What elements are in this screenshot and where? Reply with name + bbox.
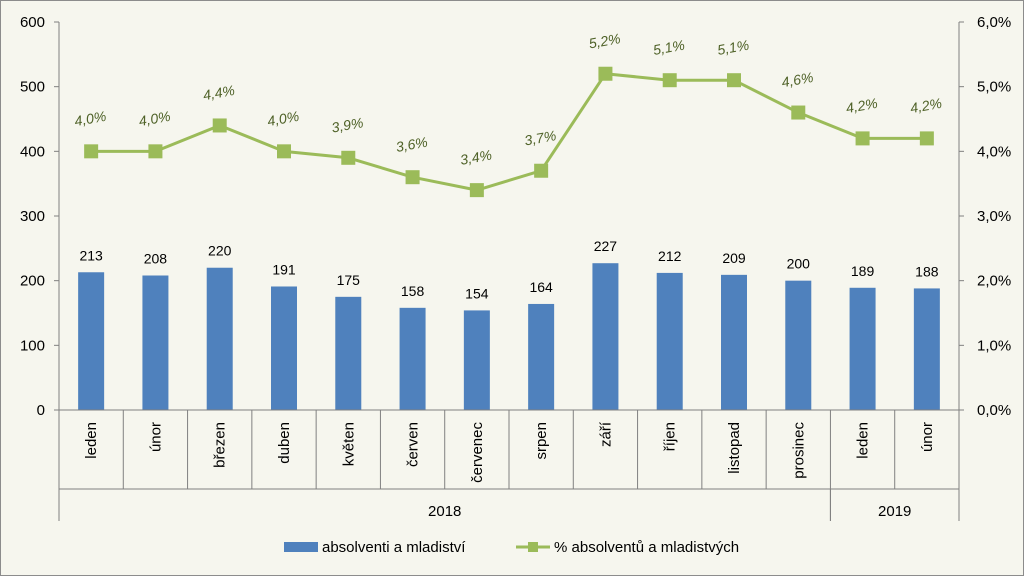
y-right-tick-label: 3,0% — [977, 208, 1011, 225]
plot-area — [59, 22, 959, 410]
line-point — [919, 131, 934, 146]
line-data-label: 5,1% — [652, 37, 686, 58]
bar — [785, 280, 812, 410]
bar-data-label: 212 — [658, 248, 682, 264]
group-label: 2019 — [878, 503, 911, 520]
y-left-tick-label: 300 — [20, 208, 45, 225]
category-label: červenec — [469, 422, 486, 483]
line-point — [534, 163, 549, 178]
category-label: březen — [212, 422, 229, 468]
line-point — [405, 170, 420, 185]
category-label: prosinec — [790, 422, 807, 479]
legend-bar-label: absolventi a mladiství — [322, 539, 466, 556]
line-point — [855, 131, 870, 146]
line-point — [662, 73, 677, 88]
bar-data-label: 175 — [337, 272, 361, 288]
line-data-label: 4,0% — [137, 108, 171, 129]
y-right-tick-label: 1,0% — [977, 337, 1011, 354]
bar — [849, 287, 876, 410]
line-series — [91, 72, 927, 192]
y-left-tick-label: 100 — [20, 337, 45, 354]
y-left-tick-label: 500 — [20, 79, 45, 96]
line-data-label: 3,6% — [395, 134, 429, 155]
line-data-label: 3,4% — [459, 147, 493, 168]
bar — [271, 286, 297, 410]
line-data-label: 4,4% — [202, 82, 236, 103]
category-label: květen — [340, 422, 357, 466]
y-left-tick-label: 600 — [20, 14, 45, 31]
category-label: únor — [147, 422, 164, 452]
y-left-tick-label: 0 — [37, 402, 45, 419]
category-label: únor — [919, 422, 936, 452]
line-data-label: 5,1% — [716, 37, 750, 58]
line-point — [791, 105, 806, 120]
line-point — [212, 118, 227, 133]
bar — [78, 272, 105, 410]
line-point — [341, 150, 356, 165]
bar-data-label: 188 — [915, 263, 939, 279]
bar — [913, 288, 940, 410]
legend-line-marker — [528, 542, 538, 552]
line-data-label: 4,0% — [266, 108, 300, 129]
line-point — [148, 144, 163, 159]
bar-data-label: 158 — [401, 283, 425, 299]
category-label: leden — [83, 422, 100, 459]
line-point — [469, 183, 484, 198]
bar-data-label: 164 — [529, 279, 553, 295]
category-label: říjen — [662, 422, 679, 451]
category-label: leden — [855, 422, 872, 459]
category-label: duben — [276, 422, 293, 464]
y-right-tick-label: 5,0% — [977, 79, 1011, 96]
y-right-tick-label: 0,0% — [977, 402, 1011, 419]
bar — [206, 267, 233, 410]
bar — [656, 272, 683, 410]
bar-data-label: 227 — [594, 238, 618, 254]
bar-data-label: 213 — [79, 247, 103, 263]
line-data-label: 5,2% — [587, 30, 621, 51]
bar-data-label: 191 — [272, 261, 296, 277]
category-label: září — [597, 421, 614, 447]
line-data-label: 4,0% — [73, 108, 107, 129]
category-label: listopad — [726, 422, 743, 474]
bar — [335, 296, 362, 410]
bar — [528, 303, 555, 410]
legend-line-label: % absolventů a mladistvých — [554, 539, 739, 556]
bar-data-label: 154 — [465, 285, 489, 301]
bar-data-label: 208 — [144, 250, 168, 266]
line-point — [598, 66, 613, 81]
bar-data-label: 209 — [722, 250, 746, 266]
line-data-label: 3,7% — [523, 127, 557, 148]
line-data-label: 4,2% — [909, 95, 943, 116]
bar — [399, 307, 426, 410]
line-data-label: 4,6% — [780, 69, 814, 90]
bar-data-label: 220 — [208, 243, 232, 259]
category-label: červen — [405, 422, 422, 467]
bar — [721, 274, 747, 410]
line-data-label: 3,9% — [330, 114, 364, 135]
line-point — [277, 144, 291, 159]
legend-bar-swatch — [284, 542, 318, 552]
bar-data-label: 189 — [851, 263, 875, 279]
y-right-tick-label: 4,0% — [977, 143, 1011, 160]
line-point — [84, 144, 99, 159]
bar — [463, 310, 490, 410]
line-data-label: 4,2% — [845, 95, 879, 116]
line-point — [727, 73, 741, 88]
bar — [142, 275, 169, 410]
y-left-tick-label: 400 — [20, 143, 45, 160]
y-right-tick-label: 6,0% — [977, 14, 1011, 31]
group-label: 2018 — [428, 503, 461, 520]
category-label: srpen — [533, 422, 550, 460]
bar — [592, 263, 619, 410]
bar-data-label: 200 — [787, 256, 811, 272]
y-left-tick-label: 200 — [20, 273, 45, 290]
y-right-tick-label: 2,0% — [977, 273, 1011, 290]
